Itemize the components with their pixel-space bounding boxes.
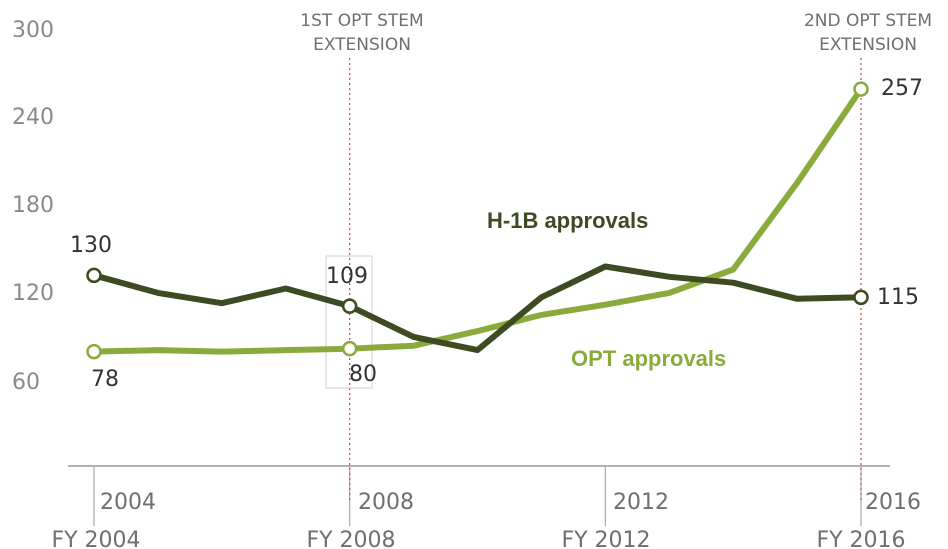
y-tick-label: 120: [12, 281, 54, 306]
x-tick-label: 2016: [865, 490, 921, 515]
y-tick-label: 60: [12, 370, 40, 395]
annotation-label: 2ND OPT STEM: [804, 11, 932, 31]
y-tick-label: 300: [12, 18, 54, 43]
data-label: 257: [881, 76, 923, 101]
data-label: 115: [877, 285, 919, 310]
point-marker-opt: [853, 81, 869, 97]
series-line-opt: [91, 86, 864, 355]
x-tick-label: 2012: [613, 490, 669, 515]
point-marker-opt: [86, 343, 102, 360]
annotation-label: EXTENSION: [819, 35, 917, 55]
data-label: 80: [349, 362, 377, 387]
data-label: 130: [70, 233, 112, 258]
point-marker-h1b: [341, 298, 358, 314]
point-marker-h1b: [86, 267, 102, 284]
series-line-h1b: [91, 263, 864, 354]
highlight-box: [325, 255, 373, 389]
x-tick-label: 2008: [358, 490, 414, 515]
series-label-opt: OPT approvals: [571, 346, 726, 371]
x-tick-label: 2004: [100, 490, 156, 515]
annotation-label: EXTENSION: [313, 35, 411, 55]
x-tick-label: FY 2012: [561, 528, 650, 549]
annotation-label: 1ST OPT STEM: [300, 11, 423, 31]
y-tick-label: 180: [12, 193, 54, 218]
point-marker-h1b: [853, 289, 869, 306]
x-tick-label: FY 2008: [306, 528, 395, 549]
point-marker-opt: [341, 340, 358, 357]
series-label-h1b: H-1B approvals: [487, 208, 648, 233]
data-label: 109: [326, 264, 368, 289]
x-tick-label: FY 2004: [51, 528, 140, 549]
x-tick-label: FY 2016: [816, 528, 905, 549]
data-label: 78: [91, 367, 119, 392]
y-tick-label: 240: [12, 105, 54, 130]
